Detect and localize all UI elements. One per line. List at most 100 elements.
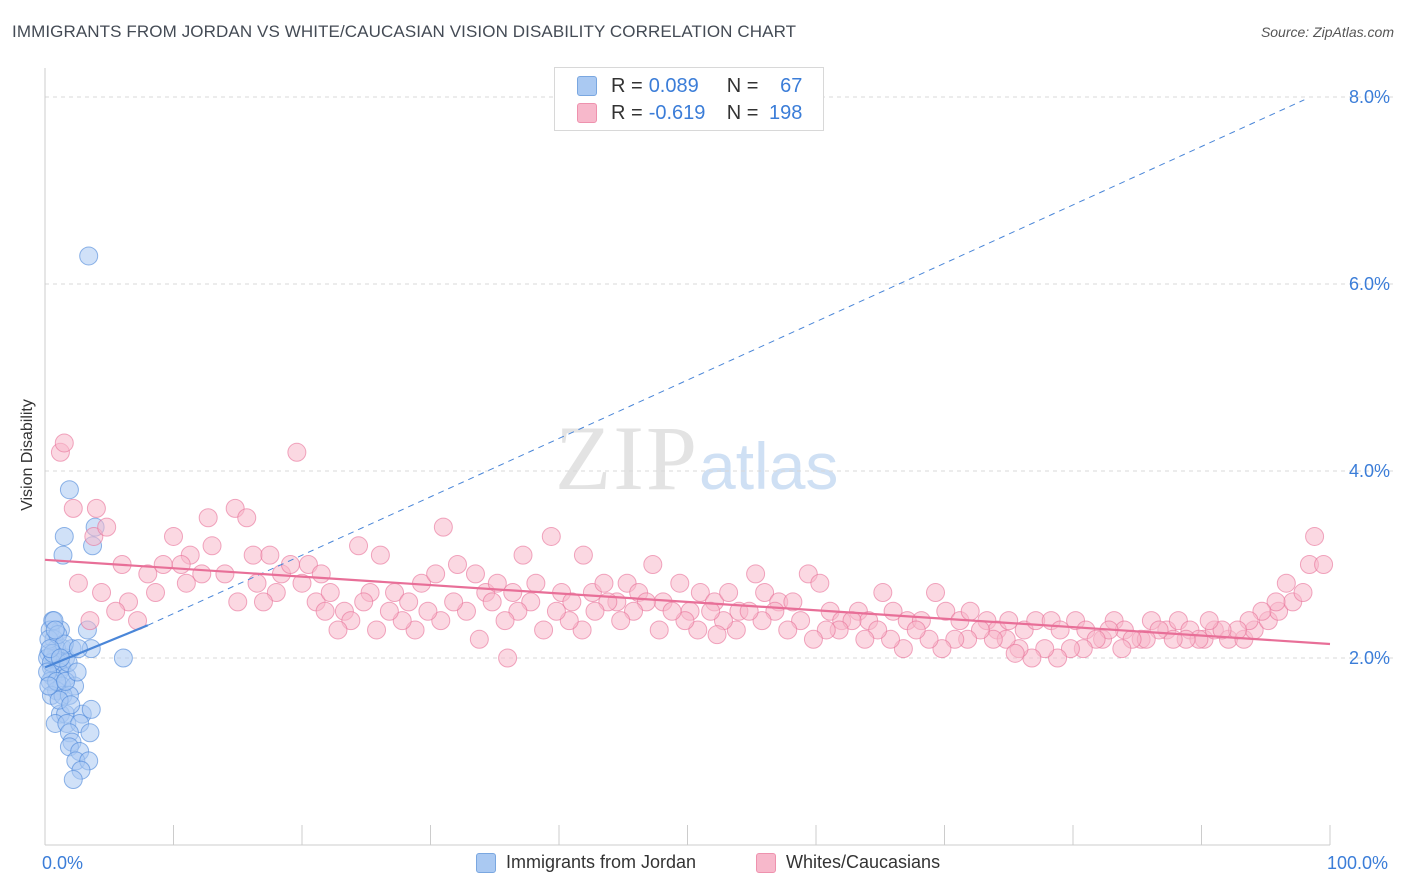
data-point-white bbox=[1276, 573, 1296, 593]
data-point-white bbox=[649, 620, 669, 640]
data-point-white bbox=[418, 601, 438, 621]
data-point-white bbox=[192, 564, 212, 584]
data-point-white bbox=[97, 517, 117, 537]
legend-r-value: -0.619 bbox=[648, 101, 706, 124]
data-point-white bbox=[1266, 592, 1286, 612]
data-point-white bbox=[1293, 583, 1313, 603]
watermark-atlas: atlas bbox=[699, 429, 839, 503]
x-tick-label: 100.0% bbox=[1327, 853, 1389, 873]
data-point-white bbox=[611, 611, 631, 631]
data-point-white bbox=[106, 601, 126, 621]
data-point-white bbox=[585, 601, 605, 621]
legend-n-value: 198 bbox=[769, 101, 803, 124]
data-point-white bbox=[526, 573, 546, 593]
data-point-white bbox=[487, 573, 507, 593]
data-point-white bbox=[456, 601, 476, 621]
data-point-white bbox=[405, 620, 425, 640]
data-point-white bbox=[675, 611, 695, 631]
data-point-white bbox=[228, 592, 248, 612]
legend-swatch-jordan bbox=[476, 852, 496, 873]
y-tick-label: 4.0% bbox=[1349, 461, 1391, 481]
data-point-white bbox=[426, 564, 446, 584]
data-point-white bbox=[176, 573, 196, 593]
data-point-white bbox=[562, 592, 582, 612]
data-point-white bbox=[164, 526, 183, 546]
data-point-white bbox=[320, 583, 340, 603]
data-point-white bbox=[752, 611, 772, 631]
data-point-white bbox=[945, 629, 965, 649]
data-point-white bbox=[1048, 648, 1068, 668]
data-point-white bbox=[594, 573, 614, 593]
data-point-jordan bbox=[63, 770, 83, 790]
data-point-white bbox=[86, 498, 106, 518]
data-point-white bbox=[999, 611, 1019, 631]
data-point-white bbox=[573, 545, 593, 565]
data-point-jordan bbox=[61, 695, 81, 715]
data-point-white bbox=[906, 620, 926, 640]
data-point-white bbox=[315, 601, 335, 621]
legend-swatch-white bbox=[756, 852, 776, 873]
data-point-white bbox=[919, 629, 939, 649]
data-point-white bbox=[746, 564, 766, 584]
data-point-white bbox=[572, 620, 592, 640]
data-point-white bbox=[399, 592, 419, 612]
data-point-white bbox=[153, 555, 173, 574]
data-point-white bbox=[84, 526, 104, 546]
trend-line-jordan bbox=[44, 624, 149, 669]
data-point-jordan bbox=[113, 648, 133, 668]
data-point-white bbox=[392, 611, 412, 631]
data-point-white bbox=[624, 601, 644, 621]
legend-item-white[interactable]: Whites/Caucasians bbox=[756, 852, 940, 873]
data-point-white bbox=[341, 611, 361, 631]
data-point-white bbox=[444, 592, 464, 612]
data-point-white bbox=[349, 536, 369, 556]
data-point-white bbox=[498, 648, 518, 668]
data-point-white bbox=[280, 555, 300, 574]
data-point-white bbox=[63, 498, 83, 518]
data-point-white bbox=[202, 536, 222, 556]
data-point-white bbox=[932, 639, 952, 659]
data-point-white bbox=[873, 583, 893, 603]
data-point-white bbox=[521, 592, 541, 612]
data-point-white bbox=[68, 573, 88, 593]
trend-line-white bbox=[44, 558, 1331, 646]
data-point-jordan bbox=[81, 699, 101, 719]
legend-swatch-white bbox=[577, 103, 597, 123]
data-point-white bbox=[447, 555, 467, 574]
source-label: Source: ZipAtlas.com bbox=[1260, 24, 1394, 40]
data-point-jordan bbox=[45, 620, 65, 640]
data-point-white bbox=[367, 620, 387, 640]
data-point-jordan bbox=[59, 480, 79, 500]
data-point-white bbox=[198, 508, 218, 528]
data-point-white bbox=[755, 583, 775, 603]
legend-r-label: R = bbox=[611, 74, 643, 97]
data-point-white bbox=[171, 555, 191, 574]
data-point-white bbox=[1305, 526, 1325, 546]
data-point-white bbox=[1112, 639, 1132, 659]
data-point-jordan bbox=[67, 662, 87, 682]
data-point-white bbox=[379, 601, 399, 621]
data-point-white bbox=[54, 433, 74, 453]
correlation-legend: R = 0.089 N = 67 R = -0.619 N = 198 bbox=[554, 67, 824, 131]
data-point-white bbox=[433, 517, 453, 537]
data-point-white bbox=[292, 573, 312, 593]
legend-row-jordan: R = 0.089 N = 67 bbox=[577, 74, 802, 98]
legend-n-label: N = bbox=[726, 74, 759, 97]
data-point-white bbox=[881, 629, 901, 649]
data-point-white bbox=[328, 620, 348, 640]
data-point-white bbox=[816, 620, 836, 640]
data-point-white bbox=[701, 601, 721, 621]
data-point-white bbox=[92, 583, 112, 603]
data-point-white bbox=[1005, 643, 1025, 663]
data-point-white bbox=[783, 592, 803, 612]
legend-r-value: 0.089 bbox=[648, 74, 699, 97]
data-point-white bbox=[726, 620, 746, 640]
data-point-white bbox=[260, 545, 280, 565]
legend-label-white: Whites/Caucasians bbox=[786, 852, 941, 872]
legend-item-jordan[interactable]: Immigrants from Jordan bbox=[476, 852, 696, 873]
data-point-white bbox=[311, 564, 331, 584]
data-point-white bbox=[513, 545, 533, 565]
data-point-white bbox=[643, 555, 663, 574]
legend-label-jordan: Immigrants from Jordan bbox=[506, 852, 697, 872]
